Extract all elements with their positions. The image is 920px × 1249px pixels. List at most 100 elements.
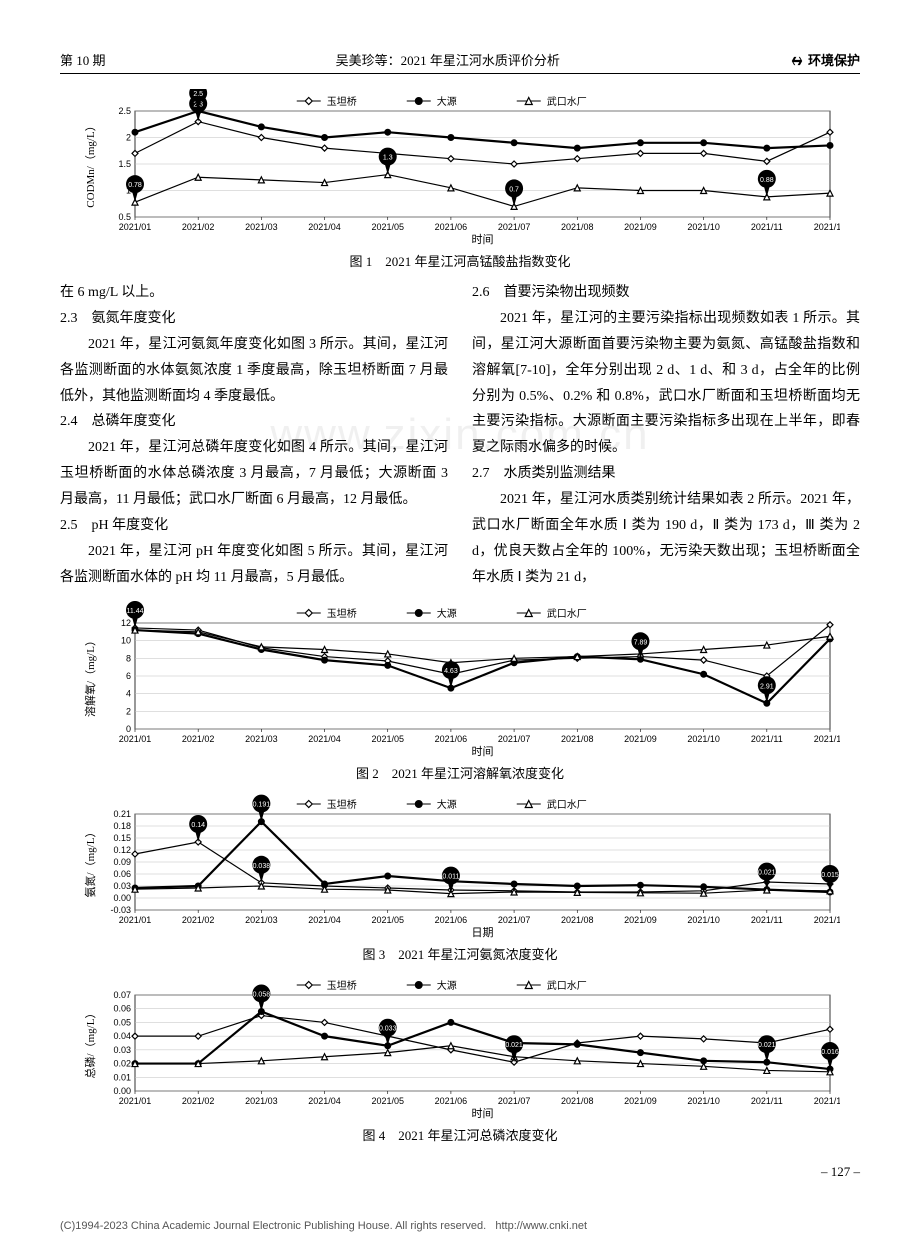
svg-text:2021/02: 2021/02 bbox=[182, 734, 215, 744]
svg-text:2021/10: 2021/10 bbox=[687, 222, 720, 232]
svg-text:2.5: 2.5 bbox=[193, 91, 203, 98]
svg-text:2021/12: 2021/12 bbox=[814, 1096, 840, 1106]
svg-text:2021/06: 2021/06 bbox=[435, 734, 468, 744]
svg-text:2021/02: 2021/02 bbox=[182, 222, 215, 232]
svg-text:玉坦桥: 玉坦桥 bbox=[327, 798, 357, 811]
svg-text:0.06: 0.06 bbox=[113, 1003, 131, 1013]
svg-text:2021/09: 2021/09 bbox=[624, 915, 657, 925]
svg-text:2021/08: 2021/08 bbox=[561, 734, 594, 744]
svg-text:7.89: 7.89 bbox=[634, 639, 648, 646]
section-2-7: 2.7 水质类别监测结果 bbox=[472, 461, 860, 487]
svg-text:总磷/（mg/L）: 总磷/（mg/L） bbox=[83, 1007, 97, 1078]
svg-text:0.016: 0.016 bbox=[821, 1049, 839, 1056]
svg-text:0.038: 0.038 bbox=[253, 862, 271, 869]
svg-text:0.00: 0.00 bbox=[113, 893, 131, 903]
svg-text:2021/05: 2021/05 bbox=[371, 915, 404, 925]
svg-text:2021/06: 2021/06 bbox=[435, 1096, 468, 1106]
svg-text:2021/03: 2021/03 bbox=[245, 915, 278, 925]
svg-text:大源: 大源 bbox=[437, 979, 457, 992]
svg-text:2021/06: 2021/06 bbox=[435, 915, 468, 925]
svg-text:时间: 时间 bbox=[472, 745, 494, 758]
svg-text:0.09: 0.09 bbox=[113, 857, 131, 867]
figure-1: 0.511.522.52021/012021/022021/032021/042… bbox=[60, 89, 860, 270]
svg-text:0.12: 0.12 bbox=[113, 845, 131, 855]
svg-text:玉坦桥: 玉坦桥 bbox=[327, 979, 357, 992]
svg-text:时间: 时间 bbox=[472, 233, 494, 246]
svg-text:0: 0 bbox=[126, 724, 131, 734]
svg-text:大源: 大源 bbox=[437, 95, 457, 108]
page-header: 第 10 期 吴美珍等：2021 年星江河水质评价分析 环境保护 bbox=[60, 50, 860, 74]
svg-text:6: 6 bbox=[126, 671, 131, 681]
figure-3-caption: 图 3 2021 年星江河氨氮浓度变化 bbox=[60, 944, 860, 963]
svg-text:8: 8 bbox=[126, 653, 131, 663]
svg-text:2021/08: 2021/08 bbox=[561, 1096, 594, 1106]
svg-text:武口水厂: 武口水厂 bbox=[547, 979, 587, 992]
left-column: 在 6 mg/L 以上。 2.3 氨氮年度变化 2021 年，星江河氨氮年度变化… bbox=[60, 280, 448, 591]
svg-text:2021/01: 2021/01 bbox=[119, 734, 152, 744]
svg-text:2021/07: 2021/07 bbox=[498, 734, 531, 744]
figure-4: 0.000.010.020.030.040.050.060.072021/012… bbox=[60, 973, 860, 1144]
svg-text:玉坦桥: 玉坦桥 bbox=[327, 95, 357, 108]
svg-text:2021/05: 2021/05 bbox=[371, 1096, 404, 1106]
svg-text:0.15: 0.15 bbox=[113, 833, 131, 843]
svg-text:2021/05: 2021/05 bbox=[371, 734, 404, 744]
body-text: 在 6 mg/L 以上。 2.3 氨氮年度变化 2021 年，星江河氨氮年度变化… bbox=[60, 280, 860, 591]
svg-text:10: 10 bbox=[121, 635, 131, 645]
svg-text:0.04: 0.04 bbox=[113, 1031, 131, 1041]
svg-text:2021/02: 2021/02 bbox=[182, 915, 215, 925]
svg-text:2021/08: 2021/08 bbox=[561, 222, 594, 232]
svg-text:2021/02: 2021/02 bbox=[182, 1096, 215, 1106]
svg-text:0.011: 0.011 bbox=[442, 873, 459, 880]
svg-text:2021/09: 2021/09 bbox=[624, 222, 657, 232]
svg-text:2: 2 bbox=[126, 706, 131, 716]
svg-text:2021/04: 2021/04 bbox=[308, 1096, 341, 1106]
svg-text:氨氮/（mg/L）: 氨氮/（mg/L） bbox=[83, 826, 97, 897]
svg-text:2021/04: 2021/04 bbox=[308, 734, 341, 744]
svg-text:0.5: 0.5 bbox=[118, 212, 131, 222]
svg-text:2021/08: 2021/08 bbox=[561, 915, 594, 925]
svg-text:0.021: 0.021 bbox=[758, 869, 776, 876]
svg-text:2021/12: 2021/12 bbox=[814, 222, 840, 232]
svg-text:0.191: 0.191 bbox=[253, 801, 271, 808]
section-2-6: 2.6 首要污染物出现频数 bbox=[472, 280, 860, 306]
svg-text:2021/10: 2021/10 bbox=[687, 915, 720, 925]
svg-text:2021/04: 2021/04 bbox=[308, 222, 341, 232]
figure-2: 0246810122021/012021/022021/032021/04202… bbox=[60, 601, 860, 782]
svg-text:4.63: 4.63 bbox=[444, 668, 458, 675]
svg-text:0.01: 0.01 bbox=[113, 1072, 131, 1082]
section-2-4: 2.4 总磷年度变化 bbox=[60, 409, 448, 435]
svg-text:2021/03: 2021/03 bbox=[245, 734, 278, 744]
svg-text:0.03: 0.03 bbox=[113, 1045, 131, 1055]
svg-text:0.058: 0.058 bbox=[253, 991, 271, 998]
svg-text:玉坦桥: 玉坦桥 bbox=[327, 607, 357, 620]
svg-text:0.06: 0.06 bbox=[113, 869, 131, 879]
svg-text:2021/07: 2021/07 bbox=[498, 1096, 531, 1106]
section-2-5: 2.5 pH 年度变化 bbox=[60, 513, 448, 539]
svg-text:2021/12: 2021/12 bbox=[814, 915, 840, 925]
figure-3: -0.030.000.030.060.090.120.150.180.21202… bbox=[60, 792, 860, 963]
svg-text:大源: 大源 bbox=[437, 798, 457, 811]
svg-text:2.5: 2.5 bbox=[118, 106, 131, 116]
svg-text:2021/07: 2021/07 bbox=[498, 222, 531, 232]
svg-text:日期: 日期 bbox=[472, 926, 494, 939]
svg-text:12: 12 bbox=[121, 618, 131, 628]
svg-text:2021/09: 2021/09 bbox=[624, 734, 657, 744]
header-section: 环境保护 bbox=[790, 50, 860, 69]
svg-text:11.44: 11.44 bbox=[127, 608, 144, 615]
svg-text:CODMn/（mg/L）: CODMn/（mg/L） bbox=[84, 120, 97, 207]
svg-text:2.91: 2.91 bbox=[760, 683, 774, 690]
svg-text:0.7: 0.7 bbox=[509, 186, 519, 193]
footer-link[interactable]: http://www.cnki.net bbox=[495, 1220, 587, 1232]
svg-text:0.14: 0.14 bbox=[191, 822, 205, 829]
svg-text:武口水厂: 武口水厂 bbox=[547, 95, 587, 108]
svg-text:2021/01: 2021/01 bbox=[119, 1096, 152, 1106]
svg-text:0.78: 0.78 bbox=[128, 182, 142, 189]
svg-text:-0.03: -0.03 bbox=[110, 905, 131, 915]
svg-text:2021/05: 2021/05 bbox=[371, 222, 404, 232]
svg-text:0.03: 0.03 bbox=[113, 881, 131, 891]
svg-text:时间: 时间 bbox=[472, 1107, 494, 1120]
svg-text:0.00: 0.00 bbox=[113, 1086, 131, 1096]
svg-text:0.021: 0.021 bbox=[758, 1042, 776, 1049]
svg-text:0.21: 0.21 bbox=[113, 809, 131, 819]
footer: (C)1994-2023 China Academic Journal Elec… bbox=[0, 1210, 920, 1242]
